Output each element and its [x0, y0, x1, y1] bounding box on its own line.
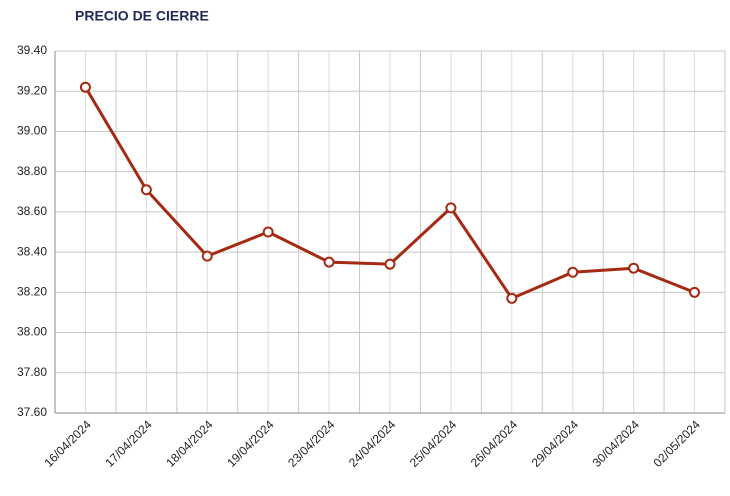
x-tick-label: 30/04/2024	[590, 417, 643, 470]
x-tick-label: 02/05/2024	[651, 417, 704, 470]
y-tick-label: 38.40	[17, 244, 47, 258]
y-tick-label: 39.20	[17, 83, 47, 97]
point	[323, 256, 335, 268]
y-tick-label: 38.60	[17, 204, 47, 218]
point	[140, 184, 152, 196]
point	[689, 286, 701, 298]
point	[262, 226, 274, 238]
point	[384, 258, 396, 270]
chart-title: PRECIO DE CIERRE	[75, 8, 209, 24]
x-tick-label: 24/04/2024	[346, 417, 399, 470]
x-tick-label: 23/04/2024	[285, 417, 338, 470]
y-tick-label: 37.80	[17, 365, 47, 379]
x-tick-label: 17/04/2024	[102, 417, 155, 470]
point	[79, 81, 91, 93]
x-tick-label: 26/04/2024	[468, 417, 521, 470]
x-tick-label: 16/04/2024	[41, 417, 94, 470]
point	[445, 202, 457, 214]
point	[506, 292, 518, 304]
y-tick-label: 38.20	[17, 285, 47, 299]
x-tick-label: 29/04/2024	[529, 417, 582, 470]
point	[628, 262, 640, 274]
y-tick-label: 39.40	[17, 43, 47, 57]
y-tick-label: 39.00	[17, 124, 47, 138]
x-tick-label: 18/04/2024	[163, 417, 216, 470]
x-tick-label: 25/04/2024	[407, 417, 460, 470]
y-tick-label: 37.60	[17, 405, 47, 419]
point	[201, 250, 213, 262]
point	[567, 266, 579, 278]
y-tick-label: 38.80	[17, 164, 47, 178]
y-tick-label: 38.00	[17, 325, 47, 339]
x-tick-label: 19/04/2024	[224, 417, 277, 470]
